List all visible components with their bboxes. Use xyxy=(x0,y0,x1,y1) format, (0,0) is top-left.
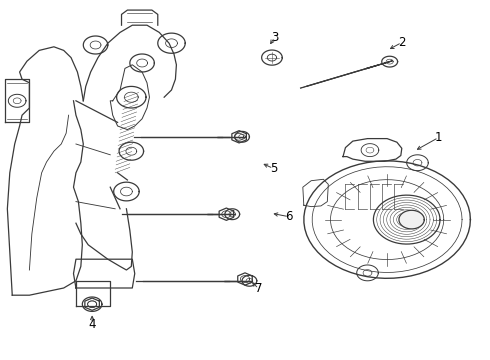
Text: 5: 5 xyxy=(270,162,277,175)
Text: 4: 4 xyxy=(88,318,96,330)
Text: 2: 2 xyxy=(398,36,406,49)
Text: 3: 3 xyxy=(270,31,278,44)
Text: 6: 6 xyxy=(285,210,293,223)
Text: 1: 1 xyxy=(435,131,442,144)
Text: 7: 7 xyxy=(255,282,263,295)
Polygon shape xyxy=(399,210,424,229)
